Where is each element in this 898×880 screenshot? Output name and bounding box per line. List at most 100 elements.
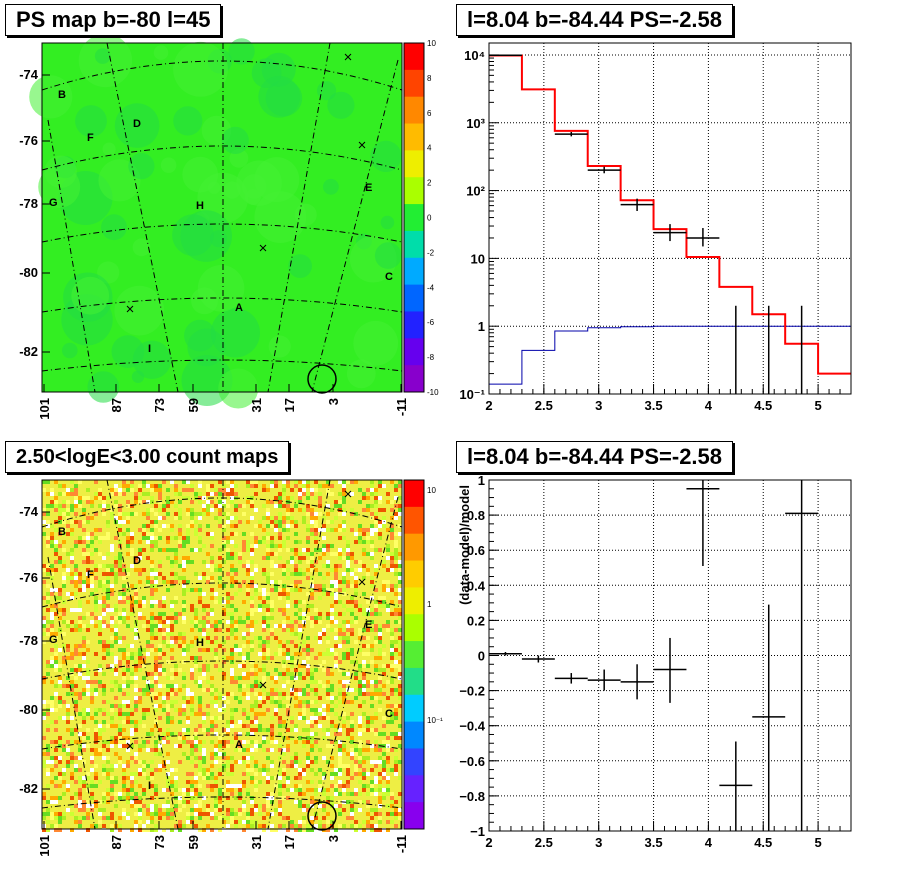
count-pixel [126, 744, 130, 748]
count-pixel [350, 824, 354, 828]
count-pixel [226, 808, 230, 812]
count-pixel [54, 796, 58, 800]
count-pixel [150, 760, 154, 764]
count-pixel [130, 608, 134, 612]
count-pixel [274, 588, 278, 592]
count-pixel [170, 564, 174, 568]
count-pixel [390, 516, 394, 520]
count-pixel [226, 744, 230, 748]
count-pixel [86, 536, 90, 540]
count-pixel [250, 644, 254, 648]
count-pixel [114, 500, 118, 504]
count-pixel [50, 812, 54, 816]
source-label-a: A [235, 739, 243, 751]
count-pixel [170, 480, 174, 484]
x-tick-label: 3 [326, 398, 341, 405]
count-pixel [386, 804, 390, 808]
source-cross-marker [259, 681, 267, 689]
count-pixel [122, 668, 126, 672]
count-pixel [238, 792, 242, 796]
count-pixel [222, 648, 226, 652]
count-pixel [314, 536, 318, 540]
count-pixel [198, 696, 202, 700]
count-pixel [370, 504, 374, 508]
count-pixel [290, 716, 294, 720]
count-pixel [246, 500, 250, 504]
palette-band [404, 775, 424, 803]
count-pixel [182, 600, 186, 604]
count-pixel [354, 640, 358, 644]
source-cross-marker [358, 141, 366, 149]
count-pixel [46, 600, 50, 604]
count-pixel [118, 504, 122, 508]
count-pixel [54, 652, 58, 656]
count-pixel [154, 676, 158, 680]
palette-label: -4 [427, 283, 435, 292]
count-pixel [338, 760, 342, 764]
count-pixel [82, 512, 86, 516]
count-pixel [186, 756, 190, 760]
count-pixel [282, 748, 286, 752]
count-pixel [150, 828, 154, 832]
count-pixel [194, 492, 198, 496]
count-pixel [226, 772, 230, 776]
count-pixel [278, 516, 282, 520]
count-pixel [274, 564, 278, 568]
count-pixel [82, 760, 86, 764]
count-pixel [178, 508, 182, 512]
count-pixel [286, 816, 290, 820]
count-pixel [106, 712, 110, 716]
count-pixel [342, 488, 346, 492]
count-pixel [194, 660, 198, 664]
count-pixel [326, 788, 330, 792]
count-pixel [366, 784, 370, 788]
count-pixel [114, 624, 118, 628]
count-pixel [106, 496, 110, 500]
count-pixel [46, 596, 50, 600]
count-pixel [46, 572, 50, 576]
count-pixel [370, 556, 374, 560]
count-pixel [298, 608, 302, 612]
count-pixel [226, 740, 230, 744]
count-pixel [46, 608, 50, 612]
count-pixel [334, 500, 338, 504]
count-pixel [178, 528, 182, 532]
count-pixel [130, 680, 134, 684]
count-pixel [258, 728, 262, 732]
graticule-meridian [311, 496, 399, 830]
source-label-h: H [196, 200, 204, 212]
count-pixel [358, 524, 362, 528]
count-pixel [310, 616, 314, 620]
count-pixel [266, 608, 270, 612]
count-pixel [110, 740, 114, 744]
count-pixel [186, 644, 190, 648]
count-pixel [378, 784, 382, 788]
count-pixel [174, 484, 178, 488]
count-pixel [230, 604, 234, 608]
count-pixel [262, 648, 266, 652]
count-pixel [290, 824, 294, 828]
count-pixel [158, 604, 162, 608]
count-pixel [266, 596, 270, 600]
count-pixel [98, 552, 102, 556]
count-pixel [238, 556, 242, 560]
count-pixel [290, 820, 294, 824]
count-pixel [378, 480, 382, 484]
count-pixel [378, 496, 382, 500]
count-pixel [54, 784, 58, 788]
count-pixel [98, 800, 102, 804]
count-pixel [162, 804, 166, 808]
count-pixel [334, 712, 338, 716]
count-pixel [346, 556, 350, 560]
count-pixel [194, 528, 198, 532]
count-pixel [134, 700, 138, 704]
count-pixel [206, 552, 210, 556]
count-pixel [378, 780, 382, 784]
count-pixel [70, 572, 74, 576]
count-pixel [82, 732, 86, 736]
count-pixel [278, 556, 282, 560]
count-pixel [262, 696, 266, 700]
count-pixel [358, 636, 362, 640]
count-pixel [74, 492, 78, 496]
